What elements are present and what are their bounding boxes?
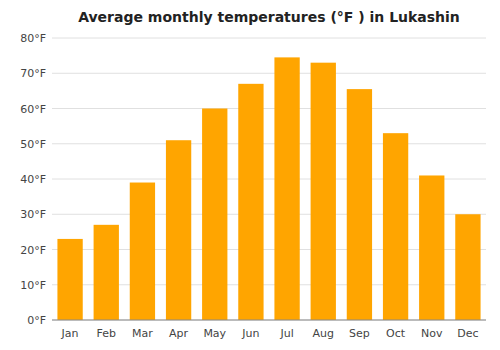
grid: [52, 38, 486, 320]
bar: [274, 57, 299, 320]
x-tick-label: Sep: [349, 327, 370, 340]
y-tick-label: 30°F: [20, 208, 46, 221]
x-tick-label: Nov: [421, 327, 443, 340]
x-tick-label: Dec: [457, 327, 478, 340]
y-tick-label: 80°F: [20, 32, 46, 45]
bar: [94, 225, 119, 320]
bar: [455, 214, 480, 320]
chart: Average monthly temperatures (°F ) in Lu…: [0, 0, 500, 350]
grid-line: [52, 320, 486, 321]
bar: [130, 183, 155, 320]
y-tick-label: 60°F: [20, 103, 46, 116]
bars: [57, 57, 480, 320]
x-tick-label: Feb: [97, 327, 116, 340]
x-tick-label: Mar: [132, 327, 153, 340]
bar: [347, 89, 372, 320]
x-tick-label: Aug: [313, 327, 334, 340]
grid-line: [52, 143, 486, 144]
grid-line: [52, 38, 486, 39]
y-tick-label: 0°F: [27, 314, 46, 327]
bar: [202, 109, 227, 321]
y-axis: 0°F 10°F 20°F 30°F 40°F 50°F 60°F 70°F 80°F: [20, 32, 46, 327]
title: Average monthly temperatures (°F ) in Lu…: [78, 9, 460, 25]
bar: [57, 239, 82, 320]
y-tick-label: 50°F: [20, 138, 46, 151]
bar: [419, 175, 444, 320]
bar: [166, 140, 191, 320]
x-tick-label: May: [203, 327, 226, 340]
x-axis-line: [52, 320, 486, 321]
grid-line: [52, 108, 486, 109]
bar: [311, 63, 336, 320]
grid-line: [52, 73, 486, 74]
bar: [383, 133, 408, 320]
y-tick-label: 10°F: [20, 279, 46, 292]
y-tick-label: 20°F: [20, 244, 46, 257]
x-tick-label: Oct: [386, 327, 406, 340]
y-tick-label: 70°F: [20, 67, 46, 80]
bar: [238, 84, 263, 320]
page: {"chart_data": {"type": "bar", "title": …: [0, 0, 500, 350]
x-tick-label: Jan: [61, 327, 79, 340]
y-tick-label: 40°F: [20, 173, 46, 186]
x-axis: Jan Feb Mar Apr May Jun Jul Aug Sep Oct Nov Dec: [52, 320, 486, 340]
x-tick-label: Apr: [169, 327, 189, 340]
x-tick-label: Jul: [279, 327, 293, 340]
x-tick-label: Jun: [241, 327, 259, 340]
